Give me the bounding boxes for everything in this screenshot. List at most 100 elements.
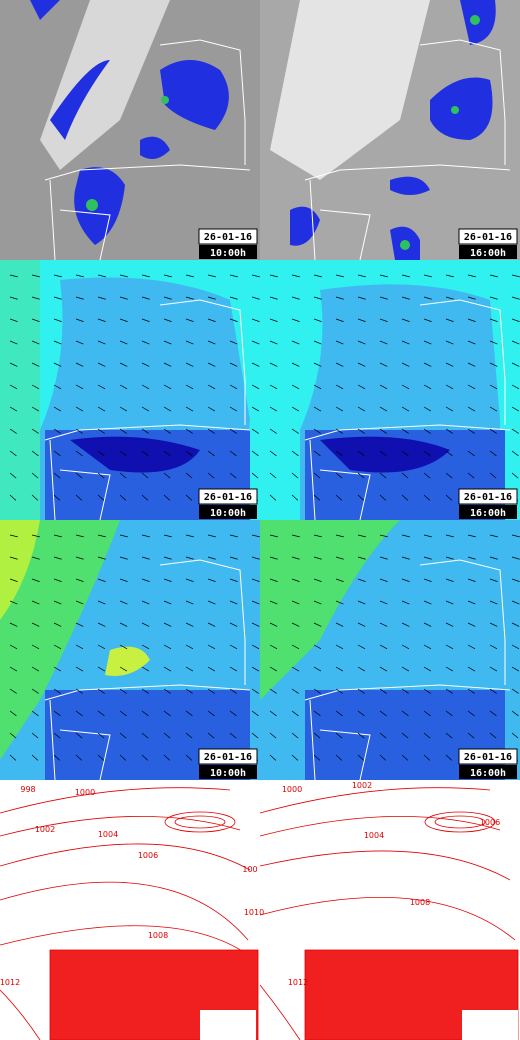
wind-arrow (401, 340, 410, 345)
time-box (199, 765, 257, 779)
wind-arrow (467, 318, 476, 322)
wind-arrow (31, 600, 40, 605)
wind-arrow (185, 362, 194, 367)
isobar-label: 1006 (480, 818, 500, 827)
wind-arrow (379, 274, 388, 278)
coastline (304, 559, 511, 781)
wind-arrow (401, 318, 410, 322)
wind-arrow (401, 600, 410, 605)
wind-arrow (291, 406, 300, 412)
wind-arrow (31, 556, 40, 560)
wind-arrow (291, 534, 300, 538)
wind-arrow (379, 318, 388, 322)
wind-arrow (163, 428, 171, 434)
wind-arrow (467, 450, 475, 457)
wind-arrow (269, 534, 278, 538)
wind-arrow (467, 340, 476, 345)
wind-arrow (401, 472, 409, 479)
wind-arrow (251, 710, 259, 717)
wind-arrow (357, 428, 365, 434)
wind-arrow (445, 406, 454, 412)
wind-arrow (511, 274, 520, 278)
wind-arrow (119, 340, 128, 345)
wind-arrow (335, 666, 344, 672)
wind-arrow (489, 450, 497, 457)
wind-arrow (357, 406, 366, 412)
time-label: 10:00h (210, 768, 246, 779)
wind-arrow (379, 362, 388, 367)
wind-arrow (335, 274, 344, 278)
wind-arrow (141, 296, 150, 300)
time-box (459, 765, 517, 779)
wind-arrow (379, 556, 388, 560)
wind-arrow (185, 578, 194, 582)
wind-arrow (163, 296, 172, 300)
date-box (198, 488, 258, 505)
wind-arrow (75, 644, 84, 650)
isobar-label: 100 (242, 865, 257, 874)
wind-arrow (229, 644, 238, 650)
wind-arrow (445, 384, 454, 390)
wind-arrow (119, 406, 128, 412)
date-box (458, 228, 518, 245)
wind-arrow (75, 600, 84, 605)
wind-arrow (269, 472, 277, 479)
wind-arrow (31, 406, 40, 412)
wind-arrow (53, 296, 62, 300)
wind-arrow (207, 578, 216, 582)
wind-arrow (53, 688, 61, 694)
wind-arrow (401, 754, 409, 761)
wind-arrow (31, 362, 40, 367)
wind-arrow (251, 534, 260, 538)
time-box (199, 505, 257, 519)
wind-arrow (467, 556, 476, 560)
wind-arrow (511, 600, 520, 605)
wind-arrow (269, 710, 277, 717)
wind-arrow (313, 688, 321, 694)
wind-arrow (423, 556, 432, 560)
wind-arrow (357, 384, 366, 390)
wind-arrow (9, 644, 18, 650)
wind-arrow (445, 534, 454, 538)
wind-arrow (467, 274, 476, 278)
wind-arrow (53, 600, 62, 605)
wind-arrow (229, 296, 238, 300)
wind-arrow (31, 622, 40, 627)
wind-arrow (9, 472, 17, 479)
wind-arrow (401, 688, 409, 694)
wind-arrow (313, 494, 321, 501)
wind-arrow (379, 406, 388, 412)
wind-arrow (291, 362, 300, 367)
wind-arrow (423, 710, 431, 717)
wind-arrow (423, 534, 432, 538)
wind-arrow (9, 600, 18, 605)
wind-arrow (489, 688, 497, 694)
wind-arrow (269, 450, 277, 457)
wind-arrow (467, 578, 476, 582)
wind-arrow (31, 732, 39, 739)
wind-arrow (379, 384, 388, 390)
wind-arrow (229, 472, 237, 479)
wind-arrow (291, 666, 300, 672)
wind-arrow (291, 318, 300, 322)
wind-arrow (207, 406, 216, 412)
wind-arrow (9, 362, 18, 367)
wind-arrow (357, 274, 366, 278)
wind-arrow (313, 406, 322, 412)
wind-arrow (75, 296, 84, 300)
wind-arrow (31, 710, 39, 717)
wind-arrow (423, 406, 432, 412)
wind-arrow (489, 472, 497, 479)
wind-arrow (335, 494, 343, 501)
wind-arrow (269, 428, 277, 434)
time-box (199, 245, 257, 259)
wind-arrow (445, 494, 453, 501)
wind-arrow (511, 732, 519, 739)
isobar-label: 1008 (410, 898, 430, 907)
wind-arrow (53, 578, 62, 582)
wind-arrow (119, 754, 127, 761)
wind-arrow (423, 600, 432, 605)
wind-arrow (119, 274, 128, 278)
wind-arrow (467, 644, 476, 650)
wind-arrow (379, 472, 387, 479)
